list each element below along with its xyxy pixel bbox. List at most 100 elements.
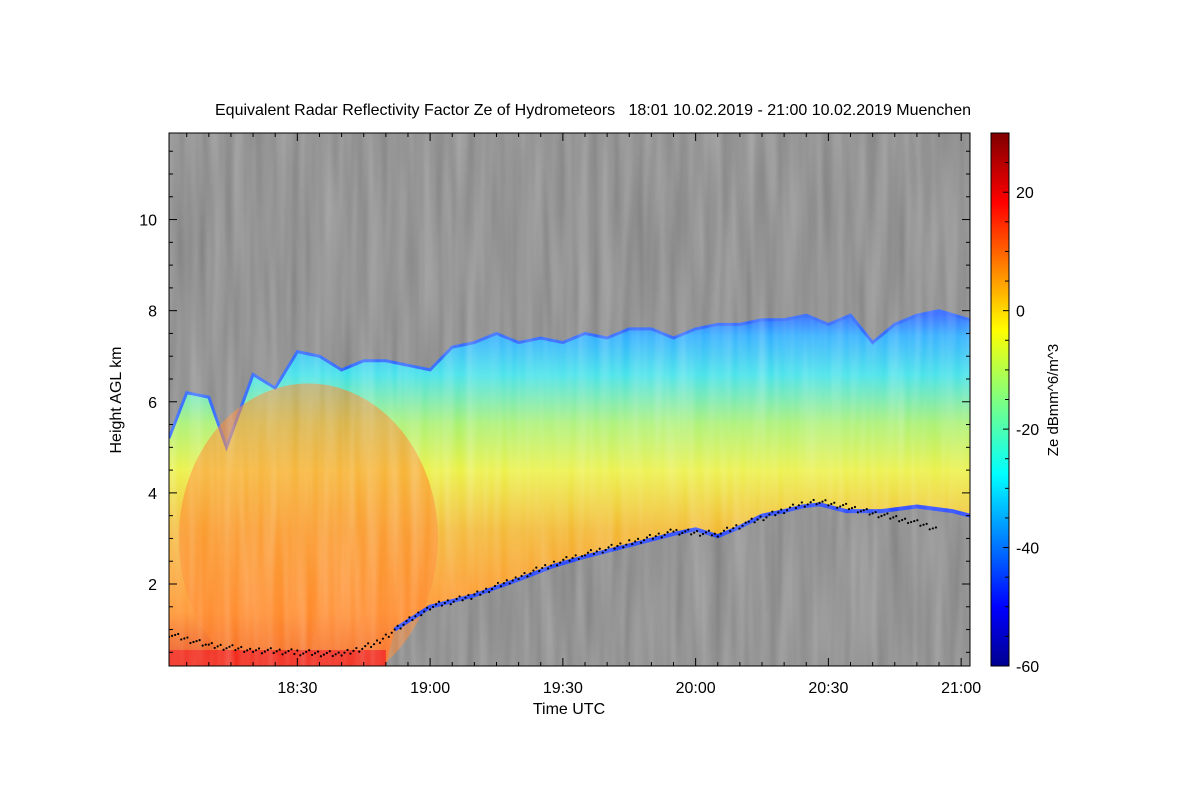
melting-layer-dot	[642, 539, 646, 542]
melting-layer-dot	[729, 530, 732, 533]
melting-layer-dot	[722, 529, 726, 532]
melting-layer-dot	[290, 648, 293, 651]
melting-layer-dot	[806, 503, 809, 506]
y-axis-label: Height AGL km	[108, 346, 125, 453]
x-axis: 18:30 19:00 19:30 20:00 20:30 21:00	[186, 133, 981, 697]
melting-layer-dot	[174, 633, 177, 637]
melting-layer-dot	[791, 503, 795, 506]
melting-layer-dot	[547, 567, 550, 570]
melting-layer-dot	[514, 576, 517, 579]
melting-layer-dot	[809, 501, 812, 504]
y-tick-label: 2	[148, 577, 157, 594]
x-tick-label: 20:30	[808, 680, 848, 697]
melting-layer-dot	[375, 639, 379, 642]
melting-layer-dot	[598, 547, 601, 550]
melting-layer-dot	[532, 569, 535, 572]
melting-layer-dot	[249, 647, 252, 650]
melting-layer-dot	[411, 618, 414, 622]
melting-layer-dot	[511, 579, 514, 582]
melting-layer-dot	[240, 645, 243, 649]
melting-layer-dot	[490, 587, 494, 591]
melting-layer-dot	[892, 516, 895, 519]
melting-layer-dot	[234, 648, 237, 652]
melting-layer-dot	[625, 543, 628, 546]
melting-layer-dot	[783, 511, 786, 515]
melting-layer-dot	[204, 643, 207, 646]
melting-layer-dot	[266, 648, 269, 652]
melting-layer-dot	[378, 641, 382, 644]
melting-layer-dot	[535, 566, 538, 569]
melting-layer-dot	[428, 608, 432, 611]
melting-layer-dot	[862, 509, 865, 512]
melting-layer-dot	[901, 518, 904, 522]
melting-layer-dot	[690, 533, 693, 536]
melting-layer-dot	[207, 643, 210, 646]
melting-layer-dot	[405, 619, 408, 623]
melting-layer-dot	[361, 647, 364, 650]
melting-layer-dot	[562, 558, 565, 561]
melting-layer-dot	[583, 554, 587, 557]
melting-layer-dot	[337, 651, 340, 654]
plot-frame	[168, 132, 971, 667]
colorbar-tick-label: 20	[1016, 185, 1034, 202]
melting-layer-dot	[871, 512, 874, 515]
melting-layer-dot	[520, 574, 523, 578]
melting-layer-dot	[470, 597, 473, 600]
melting-layer-dot	[654, 535, 657, 538]
melting-layer-dot	[322, 653, 325, 656]
melting-layer-dot	[310, 653, 314, 657]
melting-layer-dot	[177, 632, 180, 636]
melting-layer-dot	[505, 579, 508, 582]
melting-layer-dot	[222, 648, 225, 651]
melting-layer-dot	[452, 600, 455, 603]
melting-layer-dot	[552, 560, 556, 563]
melting-layer-dot	[898, 520, 901, 523]
melting-layer-dot	[768, 513, 771, 516]
melting-layer-dot	[541, 566, 544, 570]
melting-layer-dot	[765, 516, 768, 519]
melting-layer-dot	[919, 524, 922, 527]
melting-layer-dot	[613, 547, 616, 550]
x-axis-label: Time UTC	[533, 701, 605, 718]
melting-layer-dot	[774, 514, 777, 517]
melting-layer-dot	[467, 593, 470, 597]
melting-layer-dot	[198, 639, 201, 642]
melting-layer-dot	[446, 599, 449, 602]
melting-layer-dot	[586, 551, 590, 554]
melting-layer-dot	[325, 651, 328, 655]
melting-layer-dot	[750, 517, 753, 520]
melting-layer-dot	[660, 536, 663, 539]
melting-layer-dot	[604, 548, 607, 552]
melting-layer-dot	[189, 641, 192, 645]
melting-layer-dot	[744, 521, 747, 524]
melting-layer-dot	[493, 584, 497, 588]
melting-layer-dot	[675, 528, 678, 532]
melting-layer-dot	[526, 575, 529, 578]
melting-layer-dot	[634, 540, 637, 543]
melting-layer-dot	[426, 606, 429, 609]
melting-layer-dot	[296, 649, 299, 652]
melting-layer-dot	[523, 571, 526, 575]
melting-layer-dot	[628, 539, 631, 542]
melting-layer-dot	[788, 506, 792, 509]
melting-layer-dot	[580, 555, 583, 558]
melting-layer-dot	[710, 534, 713, 537]
melting-layer-dot	[334, 653, 337, 656]
melting-layer-dot	[601, 551, 604, 554]
melting-layer-dot	[830, 502, 833, 506]
melting-layer-dot	[263, 650, 266, 653]
melting-layer-dot	[803, 505, 806, 508]
melting-layer-dot	[316, 650, 320, 653]
melting-layer-dot	[639, 541, 643, 544]
melting-layer-dot	[903, 517, 907, 520]
melting-layer-dot	[910, 520, 913, 524]
melting-layer-dot	[308, 649, 311, 652]
melting-layer-dot	[195, 639, 198, 643]
melting-layer-dot	[906, 521, 910, 525]
melting-layer-dot	[237, 647, 240, 650]
melting-layer-dot	[440, 604, 444, 607]
melting-layer-dot	[251, 650, 255, 653]
melting-layer-dot	[257, 647, 261, 650]
melting-layer-dot	[213, 646, 216, 650]
